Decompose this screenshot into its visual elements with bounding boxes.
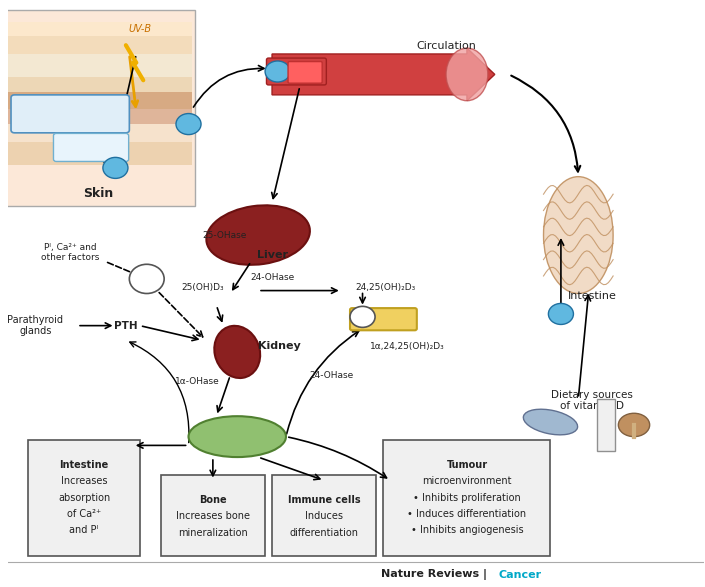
Ellipse shape [523,409,577,435]
Text: Circulation: Circulation [416,41,476,51]
Circle shape [103,157,128,178]
FancyArrow shape [597,399,615,451]
Bar [8,54,192,77]
Text: Bone: Bone [199,495,227,505]
Text: differentiation: differentiation [290,528,359,538]
FancyBboxPatch shape [11,95,129,133]
Text: 1α,24,25(OH)₂D₃: 1α,24,25(OH)₂D₃ [369,342,444,350]
Ellipse shape [207,205,310,265]
FancyBboxPatch shape [272,475,376,556]
Text: 25(OH)D₃: 25(OH)D₃ [182,283,224,292]
Text: Skin: Skin [83,187,113,200]
Text: absorption: absorption [58,492,110,502]
Text: Increases: Increases [61,477,107,487]
Text: Pᴵ, Ca²⁺ and
other factors: Pᴵ, Ca²⁺ and other factors [41,243,99,262]
Text: PTH: PTH [114,321,137,330]
Ellipse shape [618,413,650,437]
Text: DBP: DBP [295,68,315,76]
Text: 1α-OHase: 1α-OHase [175,377,220,386]
Text: and Pᴵ: and Pᴵ [70,525,99,535]
FancyBboxPatch shape [28,440,140,556]
Text: Intestine: Intestine [568,291,617,301]
Text: Dietary sources
of vitamin D: Dietary sources of vitamin D [551,390,633,411]
Bar [8,22,192,36]
Bar [8,124,192,141]
Text: D₃: D₃ [184,121,193,127]
Bar [8,92,192,109]
Text: Nature Reviews |: Nature Reviews | [381,569,491,580]
Text: Liver: Liver [257,249,288,259]
FancyBboxPatch shape [54,133,128,161]
Text: +: + [359,312,367,322]
FancyBboxPatch shape [266,58,326,85]
Text: 1α,25(OH)₂D₃: 1α,25(OH)₂D₃ [204,432,271,441]
FancyBboxPatch shape [288,62,322,83]
FancyBboxPatch shape [4,10,195,206]
Text: 7-dehydrocholesterol: 7-dehydrocholesterol [30,109,111,118]
Circle shape [350,306,375,328]
Ellipse shape [214,326,260,378]
Text: Immune cells: Immune cells [288,495,360,505]
Ellipse shape [446,48,488,101]
Text: D₃: D₃ [556,311,565,317]
Text: D₃: D₃ [111,165,120,171]
Text: 24-OHase: 24-OHase [250,273,294,282]
Text: Tumour: Tumour [446,460,487,470]
Bar [8,141,192,165]
Text: Intestine: Intestine [59,460,109,470]
Text: • Inhibits proliferation: • Inhibits proliferation [413,492,521,502]
Circle shape [176,113,201,134]
FancyBboxPatch shape [384,440,551,556]
FancyBboxPatch shape [161,475,265,556]
Text: Parathyroid
glands: Parathyroid glands [7,315,63,336]
Text: Induces: Induces [305,511,343,521]
FancyArrow shape [272,48,495,101]
Text: microenvironment: microenvironment [422,477,512,487]
Bar [8,77,192,92]
Text: 24,25(OH)₂D₃: 24,25(OH)₂D₃ [355,283,416,292]
Text: UV-B: UV-B [128,23,152,33]
Text: Pre-D₃: Pre-D₃ [78,143,104,152]
Circle shape [129,264,164,294]
Text: Excretion: Excretion [360,315,407,323]
Text: Increases bone: Increases bone [176,511,250,521]
Circle shape [548,303,573,325]
Text: of Ca²⁺: of Ca²⁺ [67,509,102,519]
Text: • Inhibits angiogenesis: • Inhibits angiogenesis [410,525,523,535]
Text: • Induces differentiation: • Induces differentiation [407,509,527,519]
FancyBboxPatch shape [350,308,417,330]
Text: 25-OHase: 25-OHase [202,231,247,239]
Text: Cancer: Cancer [498,570,541,580]
Ellipse shape [544,177,613,294]
Bar [8,109,192,124]
Circle shape [265,61,290,82]
Ellipse shape [188,416,286,457]
Text: +/−: +/− [138,274,155,284]
Text: mineralization: mineralization [178,528,247,538]
Text: Kidney: Kidney [258,341,301,351]
Text: 24-OHase: 24-OHase [309,371,353,380]
Bar [8,36,192,54]
Text: D₃: D₃ [273,69,282,75]
